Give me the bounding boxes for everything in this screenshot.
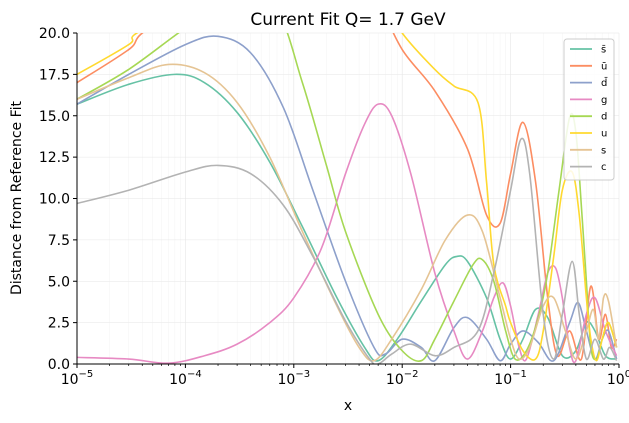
y-tick-label: 15.0: [39, 109, 70, 125]
legend-label: d: [601, 112, 607, 123]
legend-label: g: [601, 95, 607, 106]
x-tick-label: 10−3: [278, 369, 311, 388]
x-tick-label: 10−5: [61, 369, 94, 388]
legend-label: c: [601, 162, 607, 173]
series-line-6: [77, 63, 618, 362]
legend-frame: [563, 38, 615, 181]
x-axis-label: x: [344, 398, 352, 414]
series-layer: [77, 33, 618, 364]
x-tick-label: 10−2: [386, 369, 419, 388]
series-line-4: [77, 33, 618, 362]
y-tick-label: 20.0: [39, 26, 70, 42]
x-ticks: 10−5 10−4 10−3 10−2 10−1 100: [61, 364, 629, 388]
legend-label: s: [601, 145, 606, 156]
y-tick-label: 5.0: [48, 274, 70, 290]
y-tick-label: 7.5: [48, 233, 70, 249]
y-tick-label: 2.5: [48, 316, 70, 332]
y-ticks: 0.0 2.5 5.0 7.5 10.0 12.5 15.0 17.5 20.0: [39, 26, 77, 373]
y-tick-label: 12.5: [39, 150, 70, 166]
series-line-0: [77, 73, 617, 362]
x-tick-label: 10−1: [494, 369, 527, 388]
y-tick-label: 0.0: [48, 357, 70, 373]
chart-title: Current Fit Q= 1.7 GeV: [250, 10, 446, 30]
series-line-7: [77, 137, 618, 364]
series-line-2: [77, 35, 618, 363]
legend-label: u: [601, 129, 607, 140]
y-tick-label: 10.0: [39, 192, 70, 208]
legend-label: s̄: [601, 45, 606, 56]
series-line-1: [77, 33, 618, 361]
y-axis-label: Distance from Reference Fit: [9, 100, 25, 295]
x-tick-label: 10−4: [169, 369, 202, 388]
y-tick-label: 17.5: [39, 67, 70, 83]
legend-label: d̄: [601, 76, 607, 89]
legend-label: ū: [601, 61, 607, 72]
x-tick-label: 100: [607, 369, 629, 388]
